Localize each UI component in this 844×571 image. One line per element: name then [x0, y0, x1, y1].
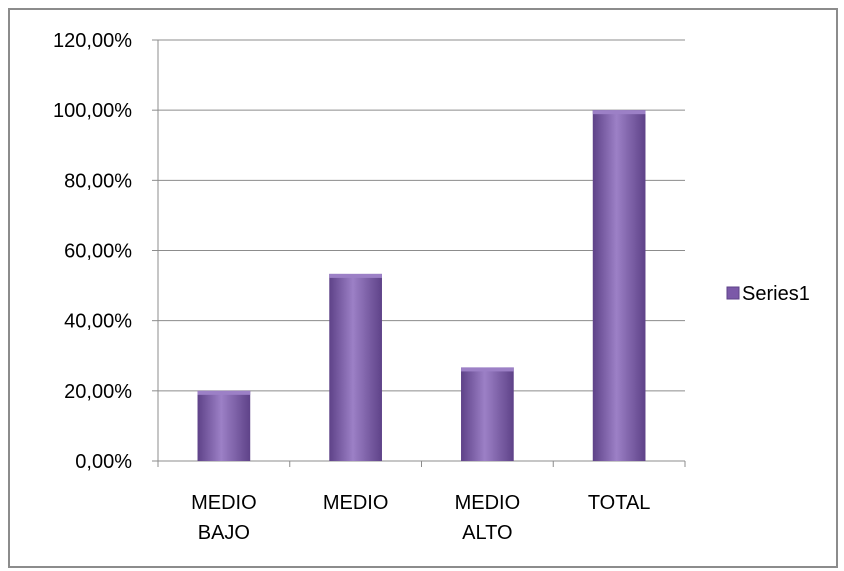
y-tick-label: 40,00% — [64, 311, 132, 333]
x-tick-label: ALTO — [462, 522, 512, 544]
x-tick-label: TOTAL — [588, 492, 651, 514]
bar-top-highlight — [197, 390, 251, 395]
tick-labels: 0,00% 20,00% 40,00% 60,00% 80,00% 100,00% 120,… — [53, 30, 650, 544]
bar — [197, 390, 251, 461]
bar-top-highlight — [461, 367, 514, 372]
chart-frame — [8, 8, 838, 568]
bar — [329, 273, 382, 461]
bar — [461, 367, 514, 461]
bars — [197, 110, 646, 462]
y-tick-label: 0,00% — [75, 451, 132, 473]
bar-top-highlight — [592, 110, 646, 115]
y-tick-label: 60,00% — [64, 241, 132, 263]
x-tick-label: MEDIO — [455, 492, 521, 514]
legend: Series1 — [726, 283, 810, 305]
x-tick-label: MEDIO — [191, 492, 257, 514]
x-tick-label: BAJO — [198, 522, 250, 544]
bar-top-highlight — [329, 273, 382, 278]
y-tick-label: 100,00% — [53, 100, 132, 122]
y-tick-label: 120,00% — [53, 30, 132, 52]
legend-label-series1: Series1 — [742, 283, 810, 305]
x-tick-label: MEDIO — [323, 492, 389, 514]
y-tick-label: 20,00% — [64, 381, 132, 403]
y-tick-label: 80,00% — [64, 170, 132, 192]
legend-swatch-series1 — [726, 286, 740, 300]
bar — [592, 110, 646, 462]
